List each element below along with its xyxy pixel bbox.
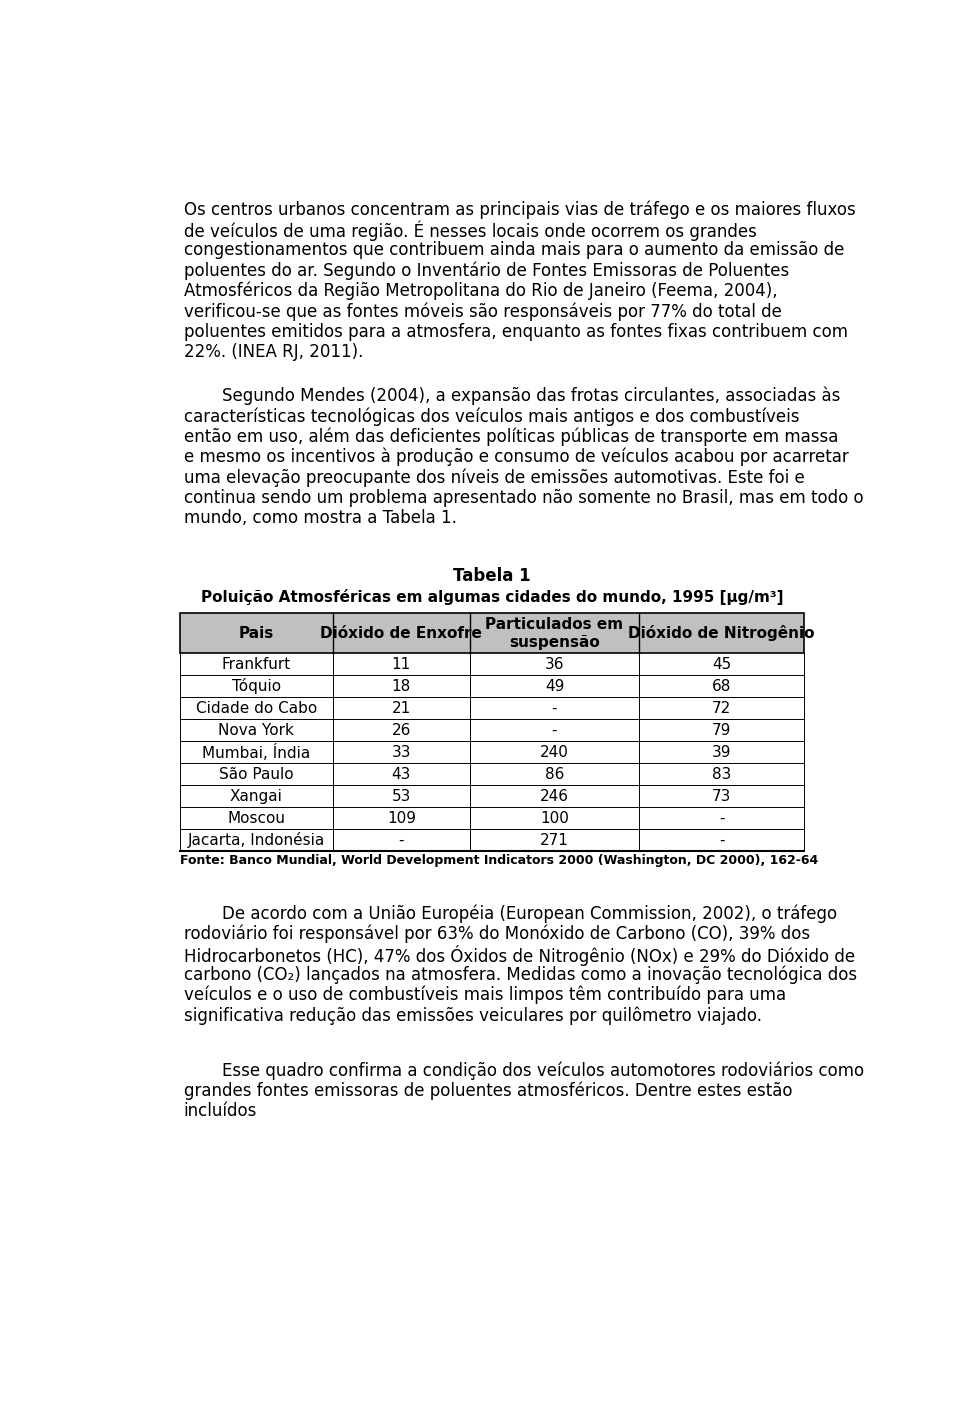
Text: Tóquio: Tóquio xyxy=(231,679,280,694)
Text: e mesmo os incentivos à produção e consumo de veículos acabou por acarretar: e mesmo os incentivos à produção e consu… xyxy=(183,448,849,466)
Bar xyxy=(180,613,804,653)
Text: 22%. (INEA RJ, 2011).: 22%. (INEA RJ, 2011). xyxy=(183,344,363,361)
Text: 271: 271 xyxy=(540,833,569,847)
Text: -: - xyxy=(552,723,557,737)
Text: 79: 79 xyxy=(712,723,732,737)
Text: 83: 83 xyxy=(712,767,732,781)
Text: 246: 246 xyxy=(540,789,569,804)
Text: 86: 86 xyxy=(544,767,564,781)
Text: Dióxido de Enxofre: Dióxido de Enxofre xyxy=(321,626,482,640)
Text: Nova York: Nova York xyxy=(218,723,294,737)
Text: 11: 11 xyxy=(392,657,411,672)
Text: Os centros urbanos concentram as principais vias de tráfego e os maiores fluxos: Os centros urbanos concentram as princip… xyxy=(183,201,855,218)
Text: rodoviário foi responsável por 63% do Monóxido de Carbono (CO), 39% dos: rodoviário foi responsável por 63% do Mo… xyxy=(183,924,809,943)
Text: 45: 45 xyxy=(712,657,732,672)
Text: grandes fontes emissoras de poluentes atmosféricos. Dentre estes estão: grandes fontes emissoras de poluentes at… xyxy=(183,1081,792,1099)
Text: poluentes do ar. Segundo o Inventário de Fontes Emissoras de Poluentes: poluentes do ar. Segundo o Inventário de… xyxy=(183,261,789,279)
Text: verificou-se que as fontes móveis são responsáveis por 77% do total de: verificou-se que as fontes móveis são re… xyxy=(183,302,781,321)
Text: Moscou: Moscou xyxy=(228,810,285,826)
Text: Atmosféricos da Região Metropolitana do Rio de Janeiro (Feema, 2004),: Atmosféricos da Região Metropolitana do … xyxy=(183,282,778,301)
Text: -: - xyxy=(719,810,724,826)
Text: 39: 39 xyxy=(711,744,732,760)
Text: Poluição Atmosféricas em algumas cidades do mundo, 1995 [μg/m³]: Poluição Atmosféricas em algumas cidades… xyxy=(201,589,783,605)
Text: 33: 33 xyxy=(392,744,411,760)
Text: 43: 43 xyxy=(392,767,411,781)
Text: Particulados em
suspensão: Particulados em suspensão xyxy=(486,617,624,650)
Text: veículos e o uso de combustíveis mais limpos têm contribuído para uma: veículos e o uso de combustíveis mais li… xyxy=(183,985,785,1004)
Text: -: - xyxy=(719,833,724,847)
Text: Dióxido de Nitrogênio: Dióxido de Nitrogênio xyxy=(628,626,815,642)
Text: Pais: Pais xyxy=(239,626,274,640)
Text: Jacarta, Indonésia: Jacarta, Indonésia xyxy=(187,831,324,848)
Text: Esse quadro confirma a condição dos veículos automotores rodoviários como: Esse quadro confirma a condição dos veíc… xyxy=(223,1061,864,1079)
Text: 240: 240 xyxy=(540,744,569,760)
Text: Cidade do Cabo: Cidade do Cabo xyxy=(196,700,317,716)
Text: -: - xyxy=(398,833,404,847)
Text: De acordo com a União Européia (European Commission, 2002), o tráfego: De acordo com a União Européia (European… xyxy=(223,904,837,923)
Text: Tabela 1: Tabela 1 xyxy=(453,566,531,585)
Text: 68: 68 xyxy=(712,679,732,694)
Text: 18: 18 xyxy=(392,679,411,694)
Text: características tecnológicas dos veículos mais antigos e dos combustíveis: características tecnológicas dos veículo… xyxy=(183,408,799,425)
Text: Hidrocarbonetos (HC), 47% dos Óxidos de Nitrogênio (NOx) e 29% do Dióxido de: Hidrocarbonetos (HC), 47% dos Óxidos de … xyxy=(183,945,854,965)
Text: -: - xyxy=(552,700,557,716)
Text: 53: 53 xyxy=(392,789,411,804)
Text: 100: 100 xyxy=(540,810,569,826)
Text: 49: 49 xyxy=(544,679,564,694)
Text: continua sendo um problema apresentado não somente no Brasil, mas em todo o: continua sendo um problema apresentado n… xyxy=(183,489,863,506)
Text: 26: 26 xyxy=(392,723,411,737)
Text: congestionamentos que contribuem ainda mais para o aumento da emissão de: congestionamentos que contribuem ainda m… xyxy=(183,241,844,260)
Text: 72: 72 xyxy=(712,700,732,716)
Text: Frankfurt: Frankfurt xyxy=(222,657,291,672)
Text: Segundo Mendes (2004), a expansão das frotas circulantes, associadas às: Segundo Mendes (2004), a expansão das fr… xyxy=(223,386,841,405)
Text: 73: 73 xyxy=(712,789,732,804)
Text: Xangai: Xangai xyxy=(229,789,282,804)
Text: uma elevação preocupante dos níveis de emissões automotivas. Este foi e: uma elevação preocupante dos níveis de e… xyxy=(183,468,804,486)
Text: então em uso, além das deficientes políticas públicas de transporte em massa: então em uso, além das deficientes polít… xyxy=(183,428,838,446)
Text: 21: 21 xyxy=(392,700,411,716)
Text: significativa redução das emissões veiculares por quilômetro viajado.: significativa redução das emissões veicu… xyxy=(183,1005,761,1024)
Text: poluentes emitidos para a atmosfera, enquanto as fontes fixas contribuem com: poluentes emitidos para a atmosfera, enq… xyxy=(183,322,848,341)
Text: Mumbai, Índia: Mumbai, Índia xyxy=(202,744,310,760)
Text: Fonte: Banco Mundial, World Development Indicators 2000 (Washington, DC 2000), 1: Fonte: Banco Mundial, World Development … xyxy=(180,854,818,867)
Text: de veículos de uma região. É nesses locais onde ocorrem os grandes: de veículos de uma região. É nesses loca… xyxy=(183,221,756,241)
Text: 109: 109 xyxy=(387,810,416,826)
Text: carbono (CO₂) lançados na atmosfera. Medidas como a inovação tecnológica dos: carbono (CO₂) lançados na atmosfera. Med… xyxy=(183,965,856,984)
Text: incluídos: incluídos xyxy=(183,1102,257,1119)
Text: mundo, como mostra a Tabela 1.: mundo, como mostra a Tabela 1. xyxy=(183,509,456,528)
Text: 36: 36 xyxy=(544,657,564,672)
Text: São Paulo: São Paulo xyxy=(219,767,294,781)
